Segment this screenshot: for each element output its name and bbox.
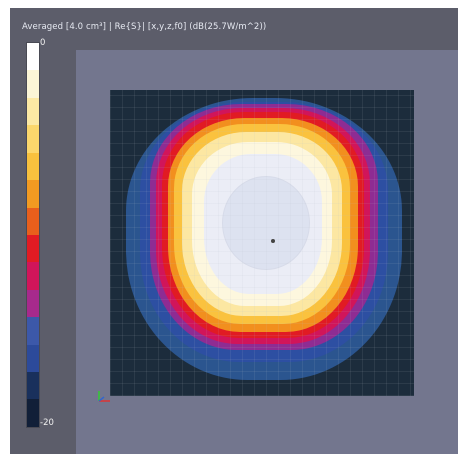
scale-segment-9 — [27, 289, 39, 318]
field-viewport[interactable]: Averaged [4.0 cm³] | Re{S}| [x,y,z,f0] (… — [10, 8, 458, 454]
grid-overlay — [110, 90, 414, 396]
scale-segment-13 — [27, 399, 39, 427]
scale-segment-12 — [27, 372, 39, 400]
scale-segment-2 — [27, 97, 39, 126]
scale-segment-5 — [27, 180, 39, 208]
scale-segment-11 — [27, 344, 39, 373]
color-scale-bar — [26, 42, 40, 428]
scale-segment-10 — [27, 317, 39, 345]
scale-segment-8 — [27, 262, 39, 290]
scale-segment-0 — [27, 43, 39, 71]
averaging-volume-circle — [222, 176, 310, 270]
plot-title: Averaged [4.0 cm³] | Re{S}| [x,y,z,f0] (… — [22, 22, 267, 32]
axis-triad-icon — [98, 391, 110, 402]
scale-segment-1 — [27, 70, 39, 98]
scale-max-label: 0 — [40, 38, 46, 48]
scale-segment-6 — [27, 207, 39, 235]
peak-marker — [271, 239, 275, 243]
field-plot-area[interactable] — [110, 90, 414, 396]
scale-min-label: -20 — [40, 418, 54, 428]
scale-segment-3 — [27, 125, 39, 153]
scale-segment-4 — [27, 152, 39, 181]
scale-segment-7 — [27, 234, 39, 263]
